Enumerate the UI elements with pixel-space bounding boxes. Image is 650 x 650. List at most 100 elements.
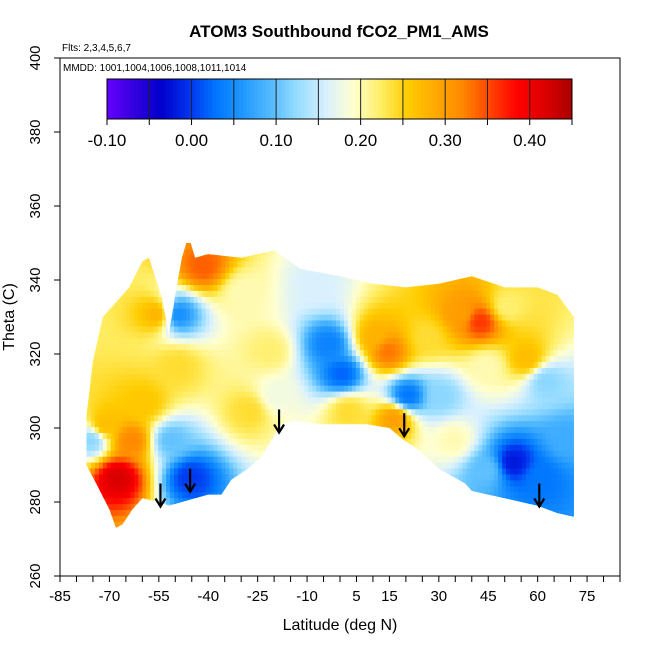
heatmap-cell: [312, 491, 317, 499]
heatmap-cell: [304, 473, 309, 481]
heatmap-cell: [177, 243, 183, 250]
heatmap-cell: [462, 497, 468, 505]
heatmap-cell: [154, 485, 159, 493]
heatmap-cell: [296, 456, 302, 463]
heatmap-cell: [383, 450, 389, 457]
heatmap-cell: [205, 361, 211, 368]
heatmap-cell: [399, 278, 404, 285]
heatmap-cell: [114, 521, 120, 528]
heatmap-cell: [118, 296, 124, 303]
heatmap-cell: [375, 266, 381, 274]
heatmap-cell: [430, 426, 436, 433]
heatmap-cell: [450, 379, 456, 386]
heatmap-cell: [260, 391, 266, 398]
heatmap-cell: [110, 396, 116, 404]
heatmap-cell: [312, 361, 317, 368]
heatmap-cell: [300, 331, 306, 339]
heatmap-cell: [403, 243, 408, 250]
heatmap-cell: [122, 468, 128, 475]
heatmap-cell: [304, 284, 309, 291]
heatmap-cell: [320, 379, 325, 386]
heatmap-cell: [375, 308, 381, 315]
heatmap-cell: [150, 290, 155, 297]
heatmap-cell: [438, 385, 444, 392]
heatmap-cell: [146, 497, 151, 505]
heatmap-cell: [154, 355, 159, 362]
heatmap-cell: [158, 385, 163, 392]
heatmap-cell: [332, 379, 337, 386]
heatmap-cell: [284, 320, 290, 327]
heatmap-cell: [324, 420, 329, 428]
heatmap-cell: [300, 473, 306, 481]
heatmap-cell: [391, 385, 396, 392]
heatmap-cell: [407, 497, 412, 505]
heatmap-cell: [91, 485, 96, 493]
heatmap-cell: [106, 468, 112, 475]
heatmap-cell: [130, 414, 136, 422]
heatmap-cell: [438, 396, 444, 404]
heatmap-cell: [438, 331, 444, 339]
heatmap-cell: [253, 479, 258, 487]
heatmap-cell: [419, 320, 424, 327]
heatmap-cell: [257, 468, 262, 475]
heatmap-cell: [272, 485, 278, 493]
heatmap-cell: [474, 331, 479, 339]
heatmap-cell: [114, 396, 120, 404]
heatmap-cell: [355, 290, 361, 297]
heatmap-cell: [110, 308, 116, 315]
heatmap-cell: [304, 450, 309, 457]
heatmap-cell: [253, 308, 258, 315]
heatmap-cell: [300, 509, 306, 516]
heatmap-cell: [355, 343, 361, 351]
heatmap-cell: [336, 272, 341, 280]
heatmap-cell: [213, 302, 219, 309]
heatmap-cell: [403, 308, 408, 315]
heatmap-cell: [332, 497, 337, 505]
heatmap-cell: [86, 373, 88, 380]
heatmap-cell: [399, 349, 404, 357]
heatmap-cell: [347, 438, 353, 445]
heatmap-cell: [94, 444, 100, 451]
heatmap-cell: [423, 355, 428, 362]
heatmap-cell: [205, 314, 211, 321]
heatmap-cell: [344, 302, 349, 309]
heatmap-cell: [434, 402, 440, 410]
heatmap-cell: [150, 533, 155, 540]
heatmap-cell: [197, 515, 203, 522]
heatmap-cell: [225, 325, 230, 333]
heatmap-cell: [430, 515, 436, 522]
heatmap-cell: [185, 515, 191, 522]
heatmap-cell: [122, 243, 128, 250]
heatmap-cell: [98, 444, 104, 451]
heatmap-cell: [383, 420, 389, 428]
heatmap-cell: [355, 515, 361, 522]
heatmap-cell: [395, 278, 400, 285]
heatmap-cell: [87, 527, 92, 528]
heatmap-cell: [162, 426, 167, 433]
heatmap-cell: [300, 266, 306, 274]
heatmap-cell: [296, 308, 302, 315]
heatmap-cell: [430, 408, 436, 416]
heatmap-cell: [213, 320, 219, 327]
heatmap-cell: [312, 438, 317, 445]
heatmap-cell: [304, 408, 309, 416]
heatmap-cell: [268, 485, 274, 493]
heatmap-cell: [229, 349, 234, 357]
heatmap-cell: [102, 379, 108, 386]
heatmap-cell: [272, 284, 278, 291]
heatmap-cell: [379, 272, 385, 280]
heatmap-cell: [87, 367, 92, 374]
heatmap-cell: [114, 414, 120, 422]
heatmap-cell: [126, 509, 132, 516]
heatmap-cell: [462, 314, 468, 321]
heatmap-cell: [237, 373, 242, 380]
heatmap-cell: [280, 456, 286, 463]
heatmap-cell: [415, 515, 420, 522]
heatmap-cell: [205, 473, 211, 481]
heatmap-cell: [466, 497, 472, 505]
heatmap-cell: [470, 266, 475, 274]
heatmap-cell: [430, 444, 436, 451]
heatmap-cell: [91, 462, 96, 469]
heatmap-cell: [450, 290, 456, 297]
heatmap-cell: [442, 396, 448, 404]
